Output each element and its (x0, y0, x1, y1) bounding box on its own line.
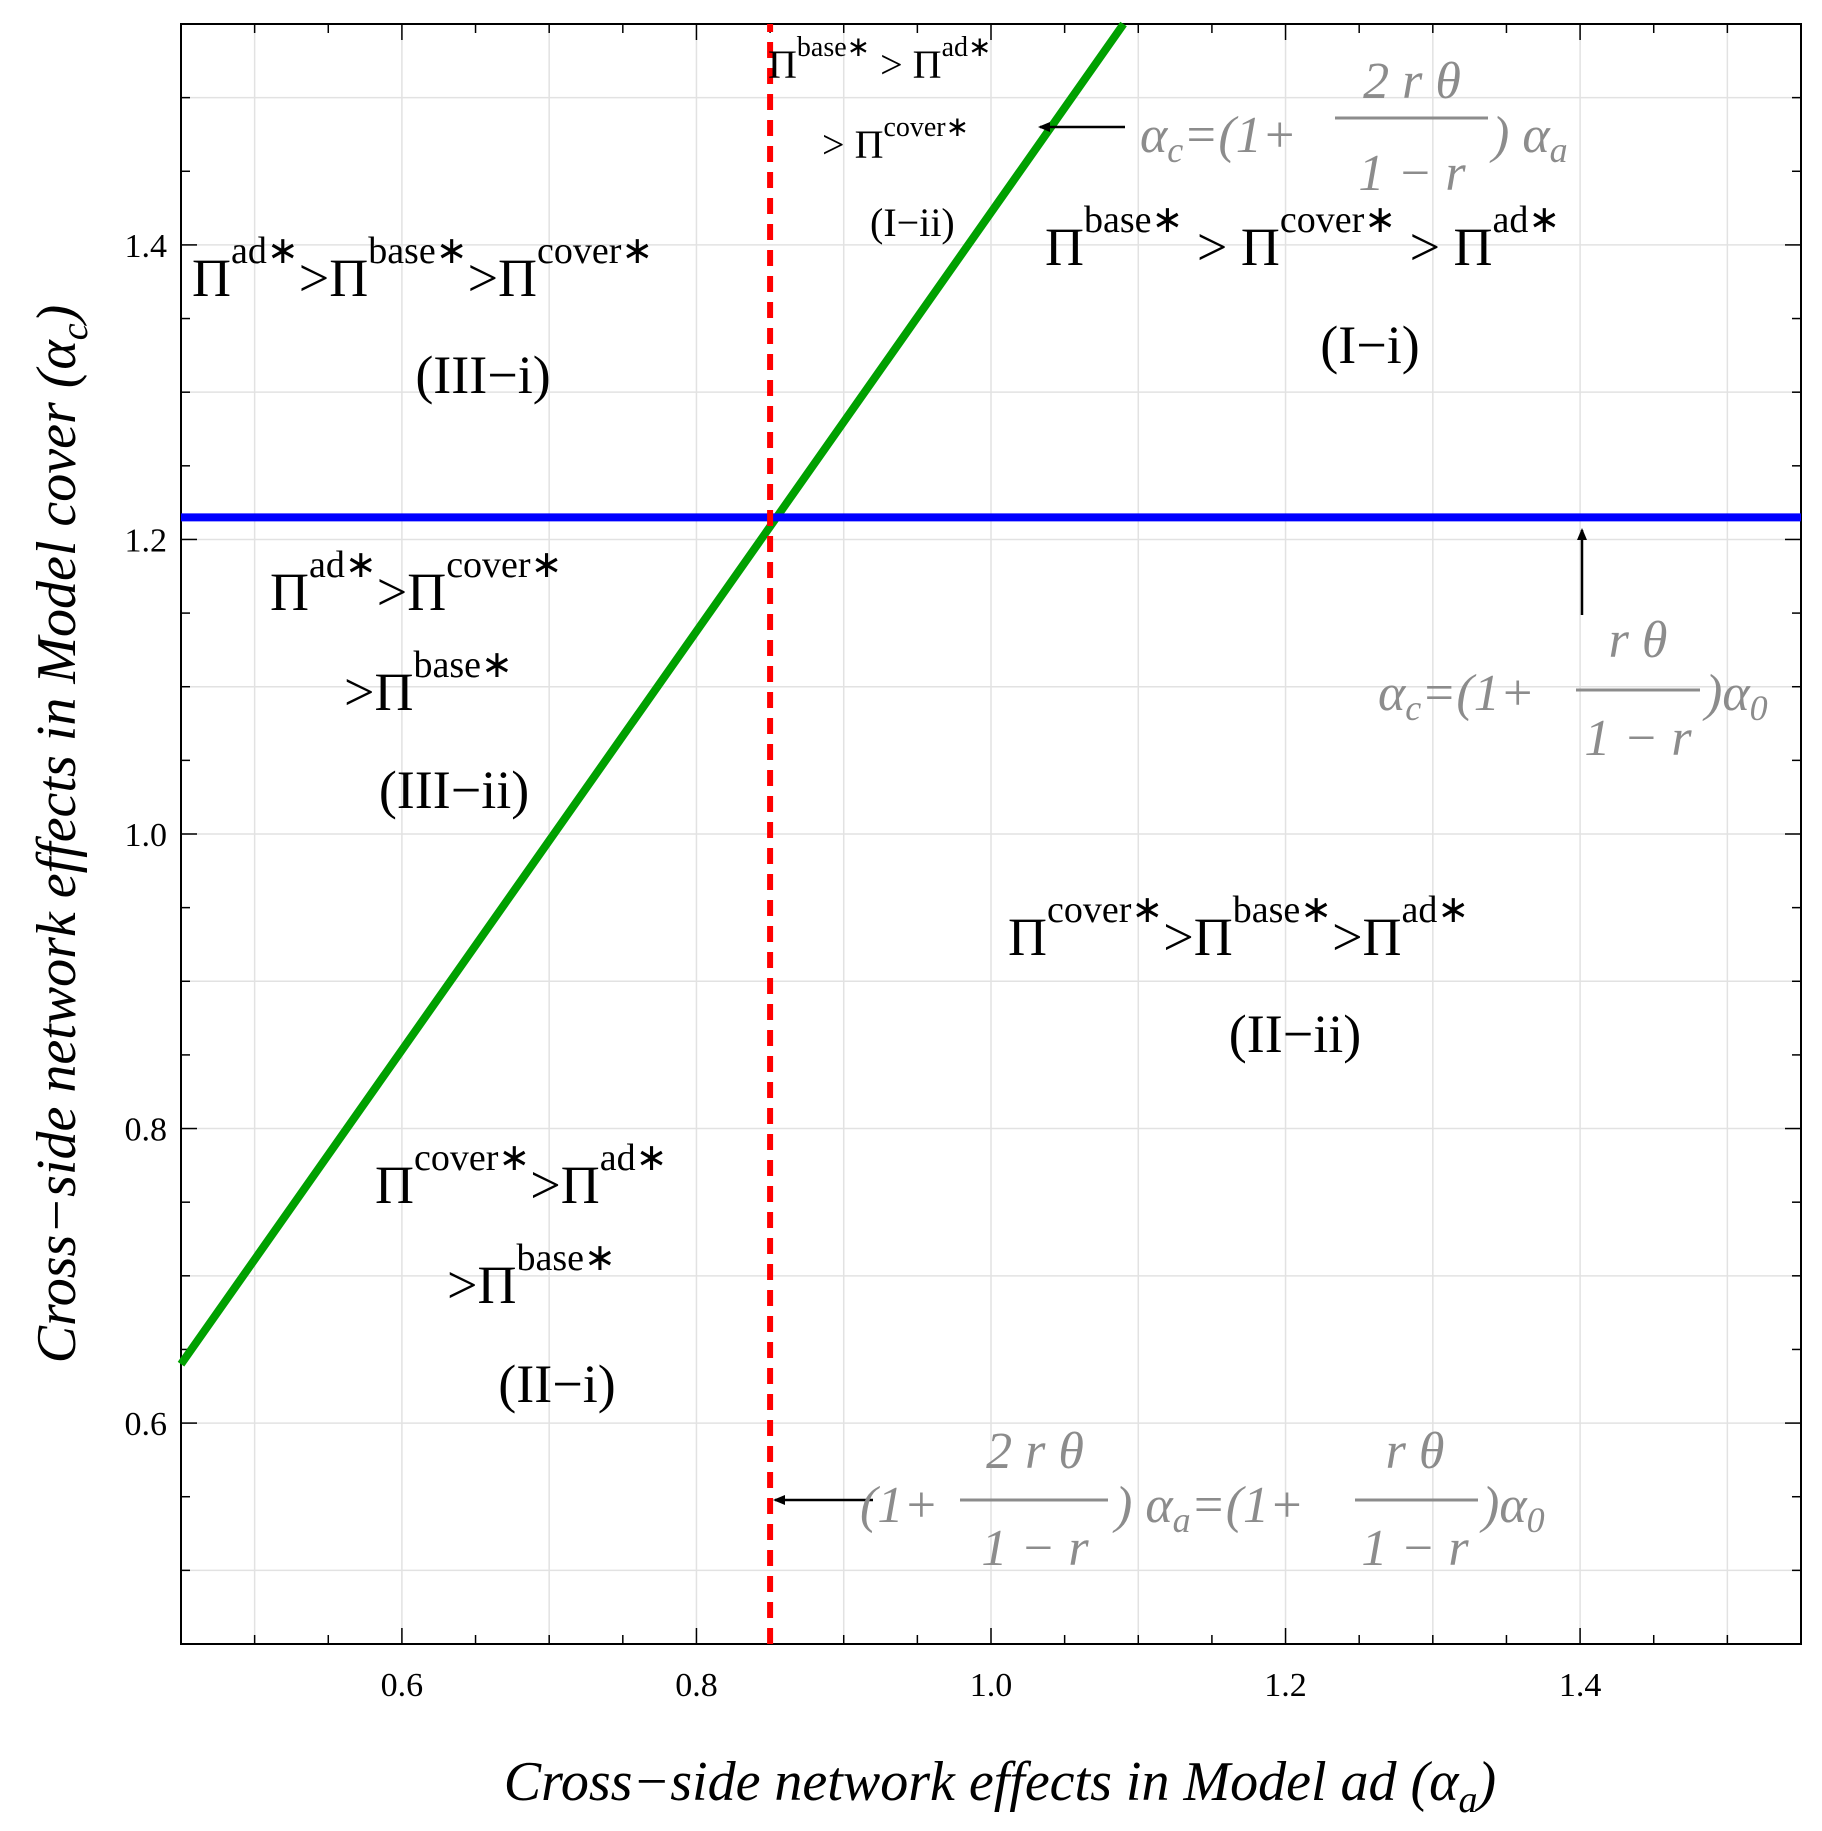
red-formula-denominator-2: 1 − r (1361, 1520, 1469, 1577)
red-line-formula: (1+ 2 r θ 1 − r ) αa=(1+ r θ 1 − r )α0 (860, 1423, 1545, 1577)
x-tick-label: 0.8 (675, 1667, 718, 1704)
y-tick-label: 0.6 (125, 1406, 168, 1443)
x-tick-label: 1.4 (1559, 1667, 1602, 1704)
region-I-ii-line1: Πbase∗ > Πad∗ (768, 32, 991, 87)
blue-formula-numerator: r θ (1609, 612, 1668, 669)
region-I-i-tag: (I−i) (1320, 315, 1419, 375)
plot-frame (180, 23, 1802, 1645)
region-III-ii-tag: (III−ii) (379, 760, 529, 820)
region-III-i-inequality: Πad∗>Πbase∗>Πcover∗ (192, 230, 653, 308)
green-formula-denominator: 1 − r (1358, 145, 1466, 202)
y-axis-label: Cross−side network effects in Model cove… (26, 305, 96, 1364)
grid-lines (181, 24, 1801, 1644)
red-formula-numerator-2: r θ (1386, 1423, 1445, 1480)
red-formula-rhs: )α0 (1479, 1477, 1545, 1540)
region-I-ii-tag: (I−ii) (870, 200, 955, 245)
x-axis-label: Cross−side network effects in Model ad (… (504, 1751, 1496, 1821)
region-II-i-line2: >Πbase∗ (447, 1237, 616, 1315)
region-III-ii-line2: >Πbase∗ (344, 644, 513, 722)
x-tick-label: 1.2 (1264, 1667, 1307, 1704)
green-line-formula: αc=(1+ 2 r θ 1 − r ) αa (1140, 53, 1568, 202)
y-tick-label: 1.0 (125, 817, 168, 854)
region-III-ii-label: Πad∗>Πcover∗ >Πbase∗ (III−ii) (270, 544, 562, 820)
region-II-ii-inequality: Πcover∗>Πbase∗>Πad∗ (1008, 889, 1469, 967)
region-II-ii-label: Πcover∗>Πbase∗>Πad∗ (II−ii) (1008, 889, 1469, 1064)
series-lines (177, 21, 1801, 1644)
red-formula-lhs-open: (1+ (860, 1477, 938, 1534)
region-III-i-label: Πad∗>Πbase∗>Πcover∗ (III−i) (192, 230, 653, 405)
region-II-ii-tag: (II−ii) (1229, 1004, 1361, 1064)
region-I-ii-label: Πbase∗ > Πad∗ > Πcover∗ (I−ii) (768, 32, 991, 245)
y-tick-label: 1.4 (125, 228, 168, 265)
blue-formula-lhs: αc=(1+ (1378, 665, 1535, 728)
x-tick-label: 0.6 (381, 1667, 424, 1704)
green-boundary-line (177, 21, 1127, 1367)
blue-formula-rhs: )α0 (1702, 665, 1768, 728)
region-III-i-tag: (III−i) (415, 345, 550, 405)
y-tick-label: 0.8 (125, 1112, 168, 1149)
green-formula-numerator: 2 r θ (1363, 53, 1461, 110)
region-II-i-line1: Πcover∗>Πad∗ (375, 1137, 667, 1215)
region-I-i-label: Πbase∗ > Πcover∗ > Πad∗ (I−i) (1045, 199, 1560, 375)
red-formula-numerator-1: 2 r θ (986, 1423, 1084, 1480)
blue-line-formula: αc=(1+ r θ 1 − r )α0 (1378, 612, 1768, 767)
red-formula-denominator-1: 1 − r (981, 1520, 1089, 1577)
red-formula-middle: ) αa=(1+ (1112, 1477, 1304, 1540)
region-II-i-tag: (II−i) (498, 1354, 615, 1414)
green-formula-lhs: αc=(1+ (1140, 107, 1297, 170)
region-I-ii-line2: > Πcover∗ (822, 112, 969, 167)
region-II-i-label: Πcover∗>Πad∗ >Πbase∗ (II−i) (375, 1137, 667, 1414)
region-I-i-inequality: Πbase∗ > Πcover∗ > Πad∗ (1045, 199, 1560, 277)
blue-formula-denominator: 1 − r (1584, 710, 1692, 767)
x-tick-label: 1.0 (970, 1667, 1013, 1704)
green-formula-rhs: ) αa (1489, 107, 1568, 170)
y-tick-label: 1.2 (125, 522, 168, 559)
tick-labels: 0.6 0.8 1.0 1.2 1.4 0.6 0.8 1.0 1.2 1.4 (125, 228, 1602, 1704)
region-III-ii-line1: Πad∗>Πcover∗ (270, 544, 562, 622)
